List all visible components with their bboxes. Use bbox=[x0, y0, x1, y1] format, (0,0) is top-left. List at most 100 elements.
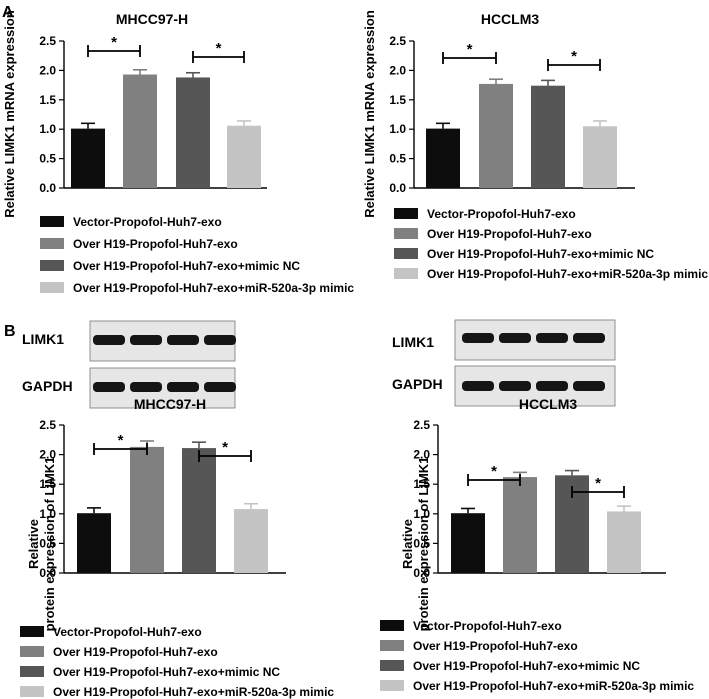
legend-label: Over H19-Propofol-Huh7-exo+mimic NC bbox=[73, 259, 300, 273]
legend-label: Over H19-Propofol-Huh7-exo+miR-520a-3p m… bbox=[53, 685, 334, 699]
blot-band bbox=[167, 335, 199, 345]
bar bbox=[479, 83, 513, 188]
legend-swatch bbox=[380, 660, 404, 671]
y-tick-label: 0.5 bbox=[39, 152, 56, 166]
significance-star: * bbox=[222, 439, 228, 456]
legend-swatch bbox=[40, 216, 64, 227]
bar bbox=[531, 85, 565, 188]
y-axis-label-line: Relative bbox=[26, 519, 41, 569]
blot-band bbox=[573, 381, 605, 391]
y-axis-label: Relative LIMK1 mRNA expression bbox=[2, 10, 17, 218]
y-tick-label: 2.0 bbox=[39, 63, 56, 77]
significance-star: * bbox=[467, 41, 473, 58]
bar bbox=[77, 513, 111, 573]
legend-swatch bbox=[394, 248, 418, 259]
legend-swatch bbox=[394, 228, 418, 239]
blot-label-gapdh: GAPDH bbox=[22, 378, 73, 394]
legend-label: Over H19-Propofol-Huh7-exo+mimic NC bbox=[427, 247, 654, 261]
y-tick-label: 2.0 bbox=[39, 448, 56, 462]
panel-label-a: A bbox=[2, 4, 14, 21]
y-axis-label-line: Relative bbox=[400, 519, 415, 569]
y-axis-label-line: protein expression of LIMK1 bbox=[42, 457, 57, 632]
legend-label: Vector-Propofol-Huh7-exo bbox=[53, 625, 202, 639]
y-tick-label: 1.5 bbox=[413, 477, 430, 491]
bar bbox=[227, 125, 261, 188]
y-tick-label: 1.0 bbox=[413, 507, 430, 521]
y-tick-label: 2.0 bbox=[413, 448, 430, 462]
y-tick-label: 2.5 bbox=[39, 418, 56, 432]
panel-label-b: B bbox=[4, 323, 16, 340]
blot-band bbox=[499, 333, 531, 343]
significance-star: * bbox=[571, 48, 577, 65]
significance-star: * bbox=[595, 475, 601, 492]
blot-band bbox=[536, 333, 568, 343]
legend-swatch bbox=[20, 626, 44, 637]
blot-band bbox=[499, 381, 531, 391]
legend-label: Over H19-Propofol-Huh7-exo+mimic NC bbox=[53, 665, 280, 679]
bar bbox=[426, 128, 460, 188]
significance-star: * bbox=[111, 34, 117, 51]
y-tick-label: 2.5 bbox=[39, 34, 56, 48]
chart-panel: HCCLM3 Relative LIMK1 mRNA expression 0.0 0… bbox=[362, 10, 708, 281]
y-tick-label: 2.5 bbox=[389, 34, 406, 48]
blot-group-right: LIMK1 GAPDH bbox=[392, 319, 616, 407]
legend-swatch bbox=[380, 620, 404, 631]
y-tick-label: 0.5 bbox=[389, 152, 406, 166]
y-tick-label: 0.0 bbox=[39, 181, 56, 195]
blot-band bbox=[536, 381, 568, 391]
chart-title: HCCLM3 bbox=[481, 11, 540, 27]
y-tick-label: 0.0 bbox=[39, 566, 56, 580]
blot-band bbox=[204, 335, 236, 345]
legend-label: Over H19-Propofol-Huh7-exo+miR-520a-3p m… bbox=[73, 281, 354, 295]
y-tick-label: 0.5 bbox=[413, 536, 430, 550]
y-axis-label: Relative LIMK1 mRNA expression bbox=[362, 10, 377, 218]
y-tick-label: 1.0 bbox=[39, 507, 56, 521]
chart-panel: HCCLM3 Relativeprotein expression of LIMK… bbox=[380, 396, 694, 693]
legend-swatch bbox=[20, 686, 44, 697]
legend-label: Vector-Propofol-Huh7-exo bbox=[73, 215, 222, 229]
blot-band bbox=[573, 333, 605, 343]
legend-swatch bbox=[380, 680, 404, 691]
y-tick-label: 0.5 bbox=[39, 536, 56, 550]
legend-swatch bbox=[394, 268, 418, 279]
y-tick-label: 0.0 bbox=[413, 566, 430, 580]
chart-panel: MHCC97-H Relativeprotein expression of LI… bbox=[20, 396, 334, 699]
significance-star: * bbox=[216, 40, 222, 57]
legend-swatch bbox=[40, 238, 64, 249]
chart-title: MHCC97-H bbox=[116, 11, 188, 27]
blot-band bbox=[204, 382, 236, 392]
bar bbox=[182, 448, 216, 573]
blot-label-limk1: LIMK1 bbox=[392, 334, 434, 350]
bar bbox=[123, 74, 157, 188]
legend-swatch bbox=[40, 282, 64, 293]
significance-star: * bbox=[118, 432, 124, 449]
bar bbox=[607, 511, 641, 573]
chart-title: HCCLM3 bbox=[519, 396, 578, 412]
bar bbox=[176, 77, 210, 188]
legend-swatch bbox=[40, 260, 64, 271]
chart-panel: MHCC97-H Relative LIMK1 mRNA expression 0.… bbox=[2, 10, 354, 295]
blot-band bbox=[93, 382, 125, 392]
bar bbox=[583, 126, 617, 188]
y-tick-label: 0.0 bbox=[389, 181, 406, 195]
legend-label: Over H19-Propofol-Huh7-exo bbox=[53, 645, 218, 659]
bar bbox=[503, 477, 537, 573]
chart-title: MHCC97-H bbox=[134, 396, 206, 412]
blot-label-gapdh: GAPDH bbox=[392, 376, 443, 392]
y-tick-label: 2.0 bbox=[389, 63, 406, 77]
blot-band bbox=[130, 382, 162, 392]
legend-swatch bbox=[380, 640, 404, 651]
legend-label: Over H19-Propofol-Huh7-exo bbox=[427, 227, 592, 241]
blot-group-left: LIMK1 GAPDH bbox=[22, 320, 236, 409]
legend-label: Over H19-Propofol-Huh7-exo bbox=[73, 237, 238, 251]
blot-band bbox=[462, 333, 494, 343]
blot-band bbox=[93, 335, 125, 345]
legend-label: Vector-Propofol-Huh7-exo bbox=[413, 619, 562, 633]
legend-label: Over H19-Propofol-Huh7-exo+miR-520a-3p m… bbox=[427, 267, 708, 281]
y-tick-label: 2.5 bbox=[413, 418, 430, 432]
y-tick-label: 1.5 bbox=[39, 477, 56, 491]
legend-swatch bbox=[394, 208, 418, 219]
bar bbox=[234, 509, 268, 573]
legend-swatch bbox=[20, 646, 44, 657]
